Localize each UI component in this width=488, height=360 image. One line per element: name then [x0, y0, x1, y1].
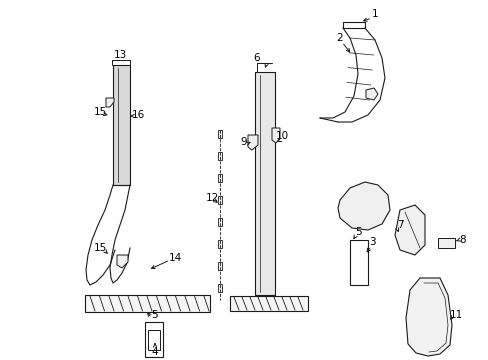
Text: 7: 7 — [396, 220, 403, 230]
Polygon shape — [218, 130, 222, 138]
Polygon shape — [405, 278, 451, 356]
Text: 11: 11 — [448, 310, 462, 320]
Polygon shape — [218, 240, 222, 248]
Polygon shape — [106, 98, 114, 107]
Text: 12: 12 — [205, 193, 218, 203]
Polygon shape — [85, 295, 209, 312]
Text: 15: 15 — [93, 107, 106, 117]
Text: 13: 13 — [113, 50, 126, 60]
Text: 8: 8 — [459, 235, 466, 245]
Text: 9: 9 — [240, 137, 247, 147]
Text: 14: 14 — [168, 253, 181, 263]
Polygon shape — [394, 205, 424, 255]
Polygon shape — [218, 174, 222, 182]
Text: 5: 5 — [354, 227, 361, 237]
Polygon shape — [218, 152, 222, 160]
Text: 3: 3 — [368, 237, 375, 247]
Polygon shape — [365, 88, 377, 100]
Polygon shape — [218, 284, 222, 292]
Bar — [349, 240, 367, 285]
Polygon shape — [271, 128, 280, 143]
Polygon shape — [254, 72, 274, 295]
Text: 1: 1 — [371, 9, 378, 19]
Polygon shape — [218, 218, 222, 226]
Text: 5: 5 — [151, 310, 158, 320]
Polygon shape — [437, 238, 454, 248]
Text: 6: 6 — [253, 53, 260, 63]
Polygon shape — [113, 65, 130, 185]
Polygon shape — [247, 135, 258, 150]
Text: 10: 10 — [275, 131, 288, 141]
Polygon shape — [117, 255, 128, 268]
Bar — [148, 330, 160, 350]
Bar — [145, 322, 163, 357]
Text: 16: 16 — [131, 110, 144, 120]
Text: 15: 15 — [93, 243, 106, 253]
Text: 4: 4 — [151, 347, 158, 357]
Polygon shape — [218, 196, 222, 204]
Text: 2: 2 — [336, 33, 343, 43]
Polygon shape — [337, 182, 389, 230]
Polygon shape — [229, 296, 307, 311]
Polygon shape — [218, 262, 222, 270]
